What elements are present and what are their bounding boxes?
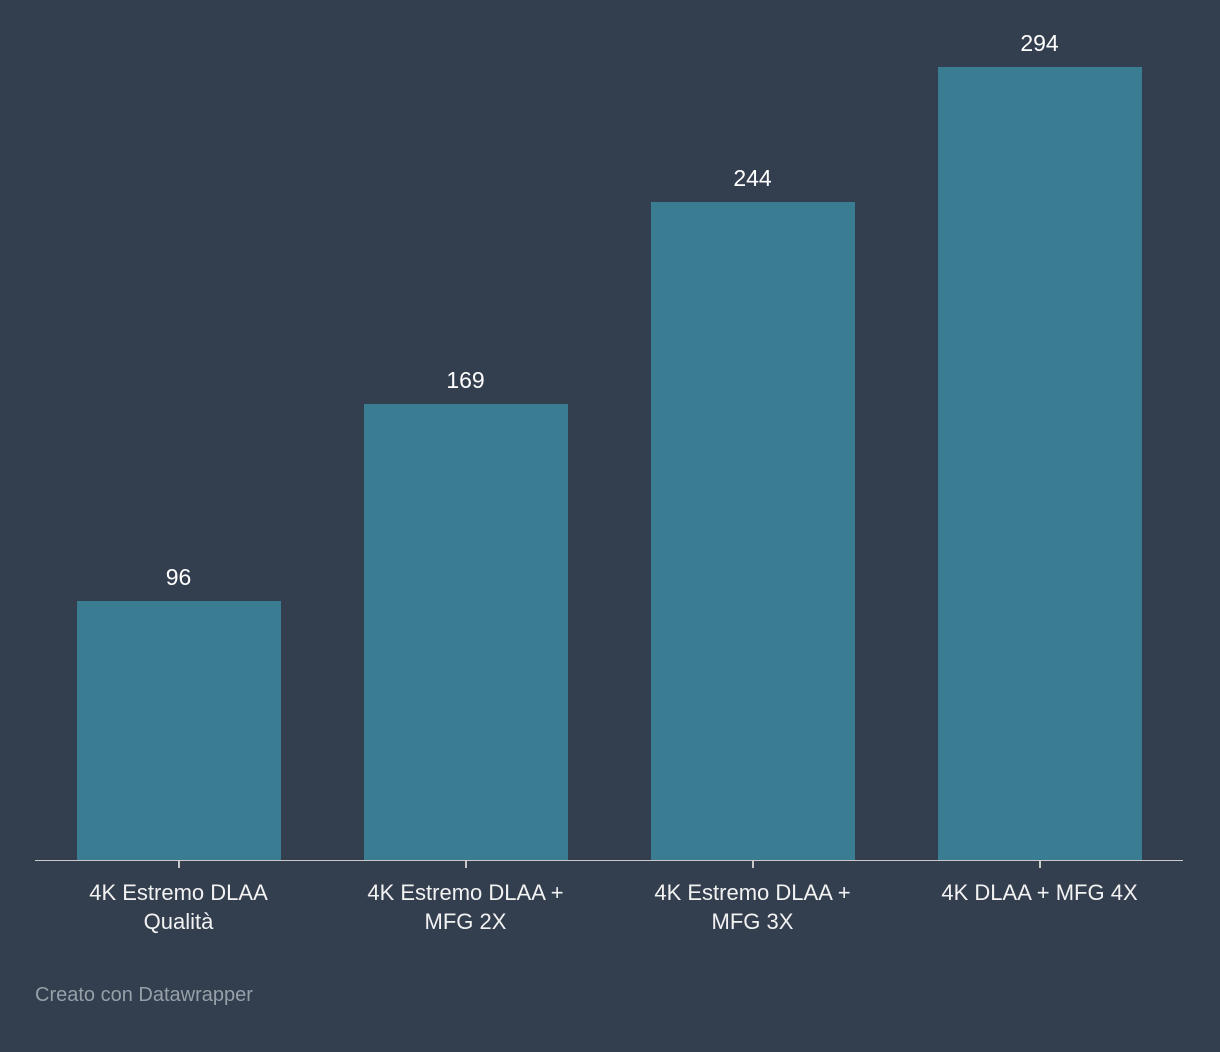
category-label: 4K Estremo DLAA Qualità: [89, 880, 268, 935]
tick-mark: [1038, 861, 1041, 868]
bar-column: 294: [896, 0, 1183, 860]
bar-columns: 96 169 244 294: [35, 0, 1183, 860]
bar-column: 244: [609, 0, 896, 860]
tick-slot: [896, 861, 1183, 869]
category-label: 4K Estremo DLAA + MFG 2X: [367, 880, 564, 935]
x-axis-labels: 4K Estremo DLAA Qualità 4K Estremo DLAA + M…: [35, 878, 1183, 936]
tick-mark: [751, 861, 754, 868]
tick-slot: [35, 861, 322, 869]
tick-mark: [464, 861, 467, 868]
tick-slot: [609, 861, 896, 869]
x-axis-ticks: [35, 861, 1183, 869]
bar: [363, 404, 568, 860]
bar-value-label: 169: [446, 367, 485, 393]
tick-mark: [177, 861, 180, 868]
bar-value-label: 244: [733, 165, 772, 191]
category-label: 4K Estremo DLAA + MFG 3X: [654, 880, 851, 935]
bar: [937, 67, 1142, 860]
bar-value-label: 294: [1020, 30, 1059, 56]
bar-column: 169: [322, 0, 609, 860]
category-label: 4K DLAA + MFG 4X: [941, 880, 1138, 905]
plot-area: 96 169 244 294: [35, 0, 1183, 860]
bar-value-label: 96: [165, 564, 192, 590]
bar: [76, 601, 281, 860]
bar-column: 96: [35, 0, 322, 860]
datawrapper-attribution-link[interactable]: Creato con Datawrapper: [35, 984, 253, 1006]
bar: [650, 202, 855, 860]
x-axis-line: [35, 860, 1183, 861]
tick-slot: [322, 861, 609, 869]
